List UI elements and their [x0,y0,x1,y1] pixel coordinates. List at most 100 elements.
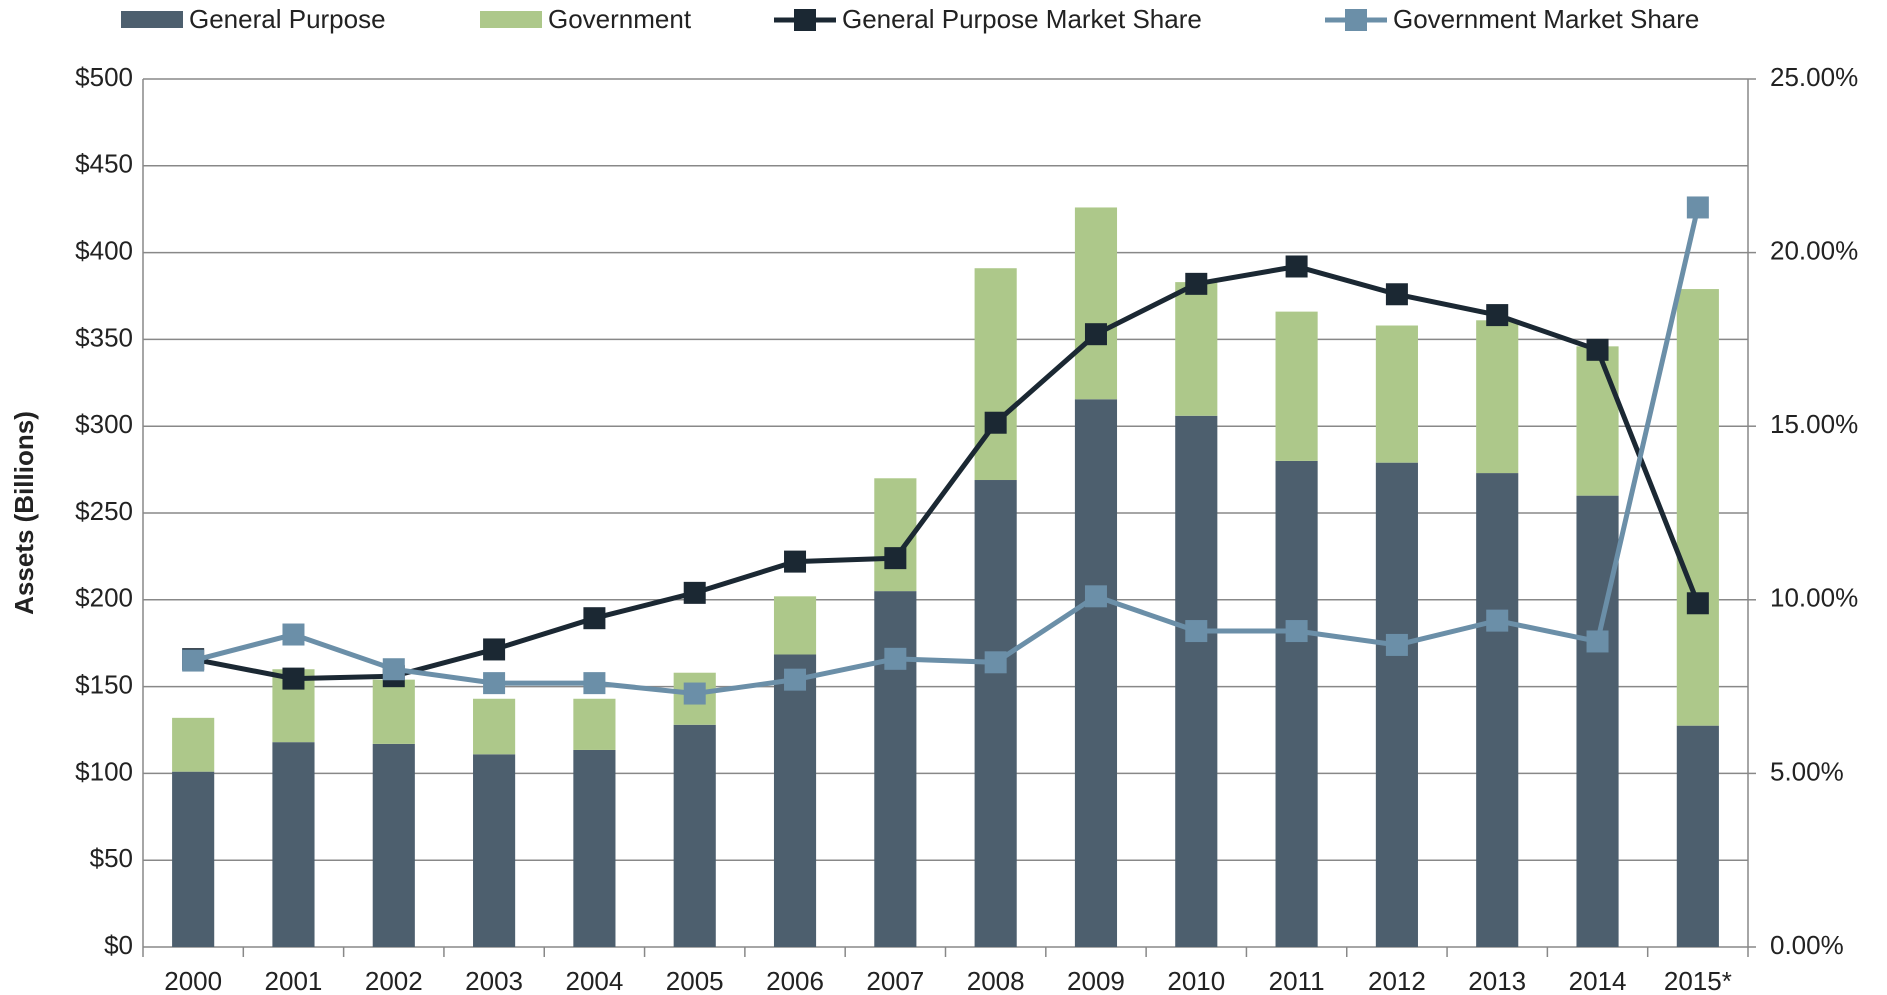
y-tick-label: $500 [75,62,133,92]
bar [1275,311,1318,461]
y-tick-label: $450 [75,149,133,179]
y-tick-label: $200 [75,583,133,613]
bar [473,698,516,755]
y2-tick-label: 5.00% [1770,756,1844,786]
marker [483,638,506,661]
marker [1285,620,1308,643]
marker [1185,620,1208,643]
bar [1476,473,1519,947]
bar [172,771,215,947]
bar [1175,282,1218,416]
x-tick-label: 2000 [164,966,222,995]
x-tick-label: 2001 [265,966,323,995]
bar [874,478,917,592]
bar [673,724,716,947]
marker [1586,630,1609,653]
legend-label: Government Market Share [1393,4,1699,34]
y-tick-label: $300 [75,409,133,439]
x-tick-label: 2006 [766,966,824,995]
marker [583,607,606,630]
marker [683,682,706,705]
bar [773,596,817,655]
marker [683,581,706,604]
y2-tick-label: 25.00% [1770,62,1858,92]
legend-marker [794,9,816,31]
x-tick-label: 2014 [1569,966,1627,995]
bar [372,679,415,744]
marker [382,658,405,681]
y-axis-label: Assets (Billions) [9,411,39,615]
y-tick-label: $100 [75,756,133,786]
y2-tick-label: 0.00% [1770,930,1844,960]
bar [874,591,917,947]
bar [773,654,817,947]
x-tick-label: 2009 [1067,966,1125,995]
x-tick-label: 2004 [565,966,623,995]
marker [282,623,305,646]
x-tick-label: 2003 [465,966,523,995]
bar [473,754,516,947]
marker [984,411,1007,434]
marker [182,649,205,672]
bar [272,742,315,947]
marker [1486,609,1509,632]
legend-swatch [121,11,183,28]
bar [1275,460,1318,947]
x-tick-label: 2015* [1664,966,1732,995]
bar [573,749,616,947]
bar [1676,289,1719,726]
bar [974,268,1017,481]
x-tick-label: 2005 [666,966,724,995]
bar [1074,207,1118,400]
marker [984,651,1007,674]
bar [1676,725,1719,947]
x-tick-label: 2010 [1167,966,1225,995]
marker [1084,585,1107,608]
marker [1285,255,1308,278]
x-tick-label: 2011 [1269,966,1325,995]
bar [1476,320,1519,474]
y-tick-label: $50 [90,843,133,873]
marker [1686,592,1709,615]
legend-swatch [480,11,542,28]
x-tick-label: 2012 [1368,966,1426,995]
x-tick-label: 2002 [365,966,423,995]
marker [784,668,807,691]
y2-tick-label: 15.00% [1770,409,1858,439]
x-tick-label: 2013 [1468,966,1526,995]
marker [1385,283,1408,306]
y2-tick-label: 10.00% [1770,583,1858,613]
marker [1185,272,1208,295]
y-tick-label: $250 [75,496,133,526]
bar [1576,346,1619,496]
y-tick-label: $350 [75,322,133,352]
y-tick-label: $150 [75,669,133,699]
marker [784,550,807,573]
marker [1586,338,1609,361]
y-tick-label: $400 [75,235,133,265]
line [192,206,1701,697]
marker [1486,304,1509,327]
marker [282,667,305,690]
marker [1385,633,1408,656]
marker [884,647,907,670]
bar [1074,399,1118,947]
marker [884,547,907,570]
bar [573,698,616,750]
legend-label: Government [548,4,692,34]
bar [1375,325,1418,463]
bar [974,480,1017,947]
bar [1175,415,1218,947]
legend-label: General Purpose Market Share [842,4,1202,34]
legend-label: General Purpose [189,4,386,34]
marker [483,672,506,695]
x-tick-label: 2008 [967,966,1025,995]
line [192,263,1701,682]
bar [1375,462,1418,947]
marker [1686,196,1709,219]
marker [583,672,606,695]
x-tick-label: 2007 [866,966,924,995]
bar [1576,495,1619,947]
legend-marker [1345,9,1367,31]
